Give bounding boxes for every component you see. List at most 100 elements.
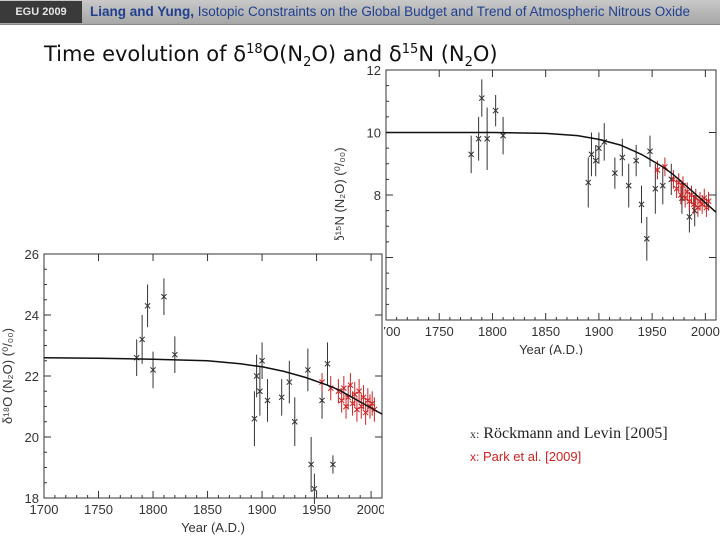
header-bar: EGU 2009 Liang and Yung, Isotopic Constr… [0, 0, 720, 25]
o18-plot-svg: 1700 1750 1800 1850 1900 1950 2000 18 20 22 24 26 Ye… [0, 247, 384, 535]
y-tick-label: 18 [25, 491, 39, 506]
data-point [171, 351, 178, 358]
x-axis-title: Year (A.D.) [519, 342, 583, 355]
x-tick-label: 1750 [84, 502, 113, 517]
data-point [633, 157, 640, 164]
data-point [468, 151, 475, 158]
title-n-sub: 2 [464, 55, 473, 71]
header-authors: Liang and Yung, [90, 4, 195, 19]
data-point [251, 415, 258, 422]
title-n-mid: N (N [418, 42, 465, 66]
x-tick-label: 1900 [584, 324, 613, 339]
y-axis-title: δ¹⁵N (N₂O) (⁰/₀₀) [332, 147, 347, 242]
data-point [659, 182, 666, 189]
data-point [500, 132, 507, 139]
data-point [256, 388, 263, 395]
x-tick-label: 1700 [30, 502, 59, 517]
data-point [264, 397, 271, 404]
data-point [286, 379, 293, 386]
data-point [484, 135, 491, 142]
plot-frame [385, 69, 717, 321]
title-n-end: O) [472, 42, 498, 66]
x-tick-label: 1750 [425, 324, 454, 339]
data-point [160, 293, 167, 300]
data-point [356, 388, 363, 395]
data-point [654, 167, 661, 173]
header-title: Liang and Yung, Isotopic Constraints on … [90, 4, 690, 19]
x-tick-label: 1850 [531, 324, 560, 339]
data-point [308, 461, 315, 468]
legend-rockmann-label: Röckmann and Levin [2005] [483, 425, 668, 442]
x-tick-label: 1900 [248, 502, 277, 517]
data-point [319, 397, 325, 404]
n15-plot: 17001750180018501900195020004681012Year … [320, 60, 720, 355]
y-tick-label: 24 [25, 308, 39, 323]
data-point [340, 385, 347, 392]
data-point [351, 391, 358, 398]
data-point [652, 185, 659, 192]
legend-rockmann: x: Röckmann and Levin [2005] [470, 425, 668, 443]
y-tick-label: 26 [25, 247, 39, 262]
header-paper-title: Isotopic Constraints on the Global Budge… [197, 4, 691, 19]
data-point [585, 179, 592, 186]
data-point [259, 357, 266, 364]
data-point [144, 302, 151, 309]
title-o-sub: 2 [303, 55, 312, 71]
data-point [253, 373, 260, 379]
y-tick-label: 12 [367, 63, 381, 78]
n15-plot-svg: 17001750180018501900195020004681012Year … [332, 63, 720, 355]
data-point [619, 154, 626, 161]
data-point [311, 485, 318, 492]
data-point [475, 135, 482, 142]
x-tick-label: 1800 [139, 502, 168, 517]
x-tick-label: 1950 [638, 324, 667, 339]
y-axis-title: δ¹⁸O (N₂O) (⁰/₀₀) [0, 328, 15, 424]
legend-park: x: Park et al. [2009] [470, 449, 581, 464]
o18-plot: 1700 1750 1800 1850 1900 1950 2000 18 20 22 24 26 Ye… [0, 240, 384, 540]
x-axis-title: Year (A.D.) [181, 520, 245, 535]
y-tick-label: 20 [25, 430, 39, 445]
title-o-end: O) and δ [311, 42, 402, 66]
data-point [304, 366, 311, 373]
conference-badge: EGU 2009 [0, 1, 82, 23]
slide-title: Time evolution of δ18O(N2O) and δ15N (N2… [44, 42, 498, 70]
x-tick-label: 1850 [193, 502, 222, 517]
data-point [150, 366, 156, 373]
data-point [611, 170, 618, 177]
data-point [647, 148, 653, 155]
data-point [278, 394, 285, 401]
title-o-mid: O(N [262, 42, 304, 66]
data-point [478, 95, 485, 102]
data-point [347, 382, 354, 389]
y-tick-label: 10 [367, 126, 381, 141]
y-tick-label: 8 [374, 188, 381, 203]
data-point [643, 235, 650, 242]
data-point [324, 360, 331, 367]
y-tick-label: 22 [25, 369, 39, 384]
data-point [661, 163, 668, 170]
data-point [291, 418, 298, 425]
legend-park-label: Park et al. [2009] [482, 449, 582, 464]
x-tick-label: 2000 [691, 324, 720, 339]
data-point [625, 182, 632, 189]
model-curve [43, 356, 383, 415]
x-tick-label: 1800 [478, 324, 507, 339]
x-tick-label: 1950 [302, 502, 331, 517]
data-point [705, 198, 712, 205]
model-curve [386, 131, 717, 213]
data-point [353, 406, 360, 413]
data-point [492, 107, 499, 114]
data-point [329, 461, 336, 468]
title-n-mass: 15 [401, 42, 419, 57]
legend-park-marker: x: [470, 450, 480, 464]
title-o-mass: 18 [246, 42, 263, 57]
legend-rockmann-marker: x: [470, 427, 480, 441]
data-point [686, 213, 693, 220]
title-prefix: Time evolution of δ [44, 42, 247, 66]
x-tick-label: 2000 [357, 502, 384, 517]
data-point [139, 336, 146, 343]
data-point [595, 145, 602, 152]
plot-frame [43, 253, 383, 499]
data-point [588, 151, 595, 158]
data-point [670, 176, 677, 183]
